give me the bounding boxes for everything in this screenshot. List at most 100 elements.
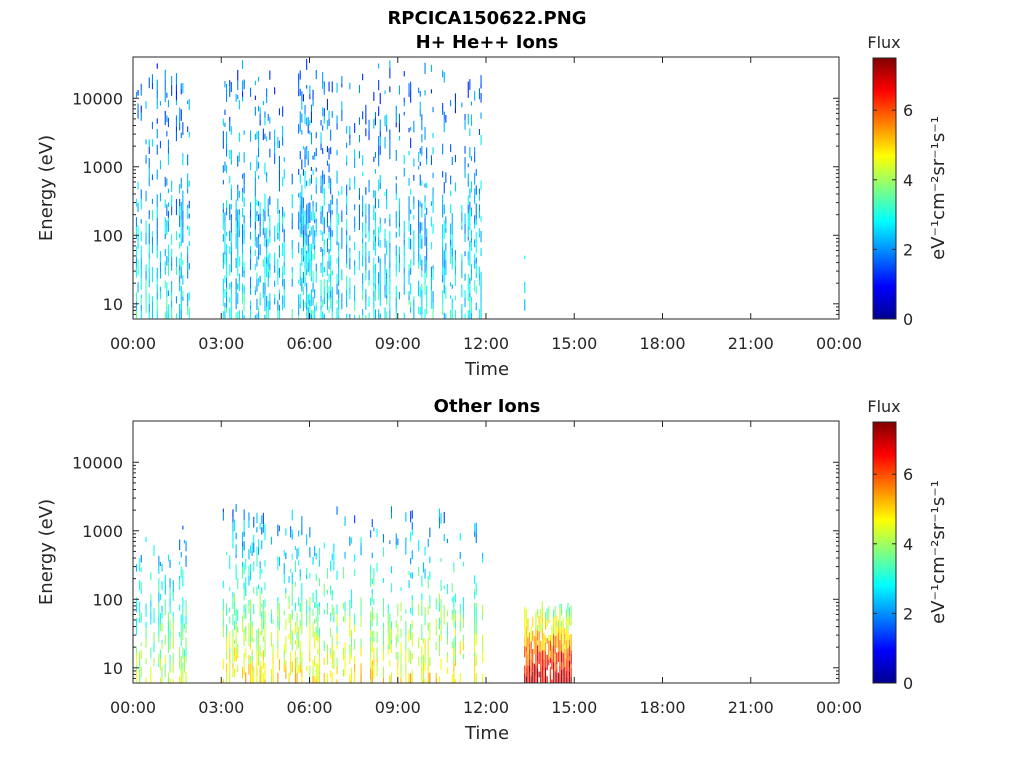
flux-cell: [270, 675, 272, 683]
flux-cell: [238, 222, 240, 227]
flux-cell: [556, 635, 558, 641]
flux-cell: [382, 622, 384, 628]
flux-cell: [269, 221, 271, 231]
flux-cell: [222, 263, 224, 269]
flux-cell: [243, 261, 245, 271]
flux-cell: [304, 276, 306, 287]
flux-cell: [179, 123, 181, 131]
flux-cell: [278, 602, 280, 611]
flux-cell: [342, 655, 344, 661]
flux-cell: [338, 251, 340, 257]
flux-cell: [256, 131, 258, 140]
flux-cell: [537, 630, 539, 641]
flux-cell: [370, 651, 372, 659]
flux-cell: [278, 304, 280, 311]
flux-cell: [148, 215, 150, 220]
flux-cell: [474, 173, 476, 185]
flux-cell: [344, 669, 346, 676]
flux-cell: [373, 205, 375, 211]
flux-cell: [403, 274, 405, 285]
flux-cell: [182, 525, 184, 530]
flux-cell: [164, 585, 166, 595]
flux-cell: [374, 212, 376, 223]
flux-cell: [461, 204, 463, 213]
flux-cell: [296, 548, 298, 560]
flux-cell: [224, 109, 226, 115]
flux-cell: [251, 621, 253, 627]
y-tick-label: 1000: [82, 158, 123, 177]
flux-cell: [421, 593, 423, 601]
flux-cell: [256, 260, 258, 267]
flux-cell: [262, 208, 264, 217]
flux-cell: [378, 272, 380, 284]
flux-cell: [180, 676, 182, 683]
flux-cell: [532, 671, 534, 683]
flux-cell: [336, 604, 338, 615]
flux-cell: [405, 654, 407, 663]
x-tick-label: 21:00: [728, 698, 774, 717]
flux-cell: [259, 611, 261, 617]
flux-cell: [376, 647, 378, 659]
flux-cell: [403, 284, 405, 295]
flux-cell: [421, 284, 423, 290]
flux-cell: [224, 251, 226, 255]
flux-cell: [264, 133, 266, 140]
flux-cell: [328, 225, 330, 233]
flux-cell: [179, 215, 181, 227]
flux-cell: [554, 635, 556, 645]
flux-cell: [259, 601, 261, 612]
flux-cell: [386, 199, 388, 210]
flux-cell: [556, 640, 558, 648]
flux-cell: [230, 188, 232, 201]
flux-cell: [243, 172, 245, 185]
flux-cell: [298, 294, 300, 303]
flux-cell: [237, 155, 239, 167]
flux-cell: [254, 177, 256, 185]
flux-cell: [426, 306, 428, 315]
flux-cell: [442, 199, 444, 207]
flux-cell: [432, 302, 434, 309]
flux-cell: [349, 674, 351, 680]
flux-cell: [229, 149, 231, 159]
flux-cell: [373, 257, 375, 265]
flux-cell: [341, 110, 343, 114]
flux-cell: [419, 307, 421, 316]
flux-cell: [291, 609, 293, 620]
flux-cell: [430, 290, 432, 300]
flux-cell: [317, 664, 319, 675]
flux-cell: [222, 131, 224, 143]
flux-cell: [384, 307, 386, 319]
flux-cell: [277, 556, 279, 562]
flux-cell: [323, 296, 325, 305]
flux-cell: [258, 239, 260, 244]
flux-cell: [258, 656, 260, 666]
flux-cell: [185, 646, 187, 657]
flux-cell: [421, 239, 423, 249]
flux-cell: [346, 161, 348, 166]
flux-cell: [389, 638, 391, 650]
flux-cell: [527, 629, 529, 638]
flux-cell: [413, 174, 415, 181]
flux-cell: [478, 188, 480, 194]
flux-cell: [354, 204, 356, 211]
flux-cell: [304, 235, 306, 244]
flux-cell: [171, 84, 173, 96]
flux-cell: [470, 237, 472, 243]
flux-cell: [475, 273, 477, 279]
flux-cell: [389, 293, 391, 304]
flux-cell: [530, 659, 532, 668]
flux-cell: [464, 157, 466, 164]
flux-cell: [387, 645, 389, 650]
flux-cell: [426, 250, 428, 261]
flux-cell: [330, 561, 332, 572]
flux-cell: [256, 272, 258, 279]
flux-cell: [336, 614, 338, 623]
flux-cell: [237, 209, 239, 221]
flux-cell: [454, 260, 456, 267]
flux-cell: [395, 620, 397, 628]
flux-cell: [167, 117, 169, 128]
flux-cell: [256, 527, 258, 533]
flux-cell: [315, 222, 317, 233]
flux-cell: [374, 152, 376, 158]
flux-cell: [475, 618, 477, 625]
